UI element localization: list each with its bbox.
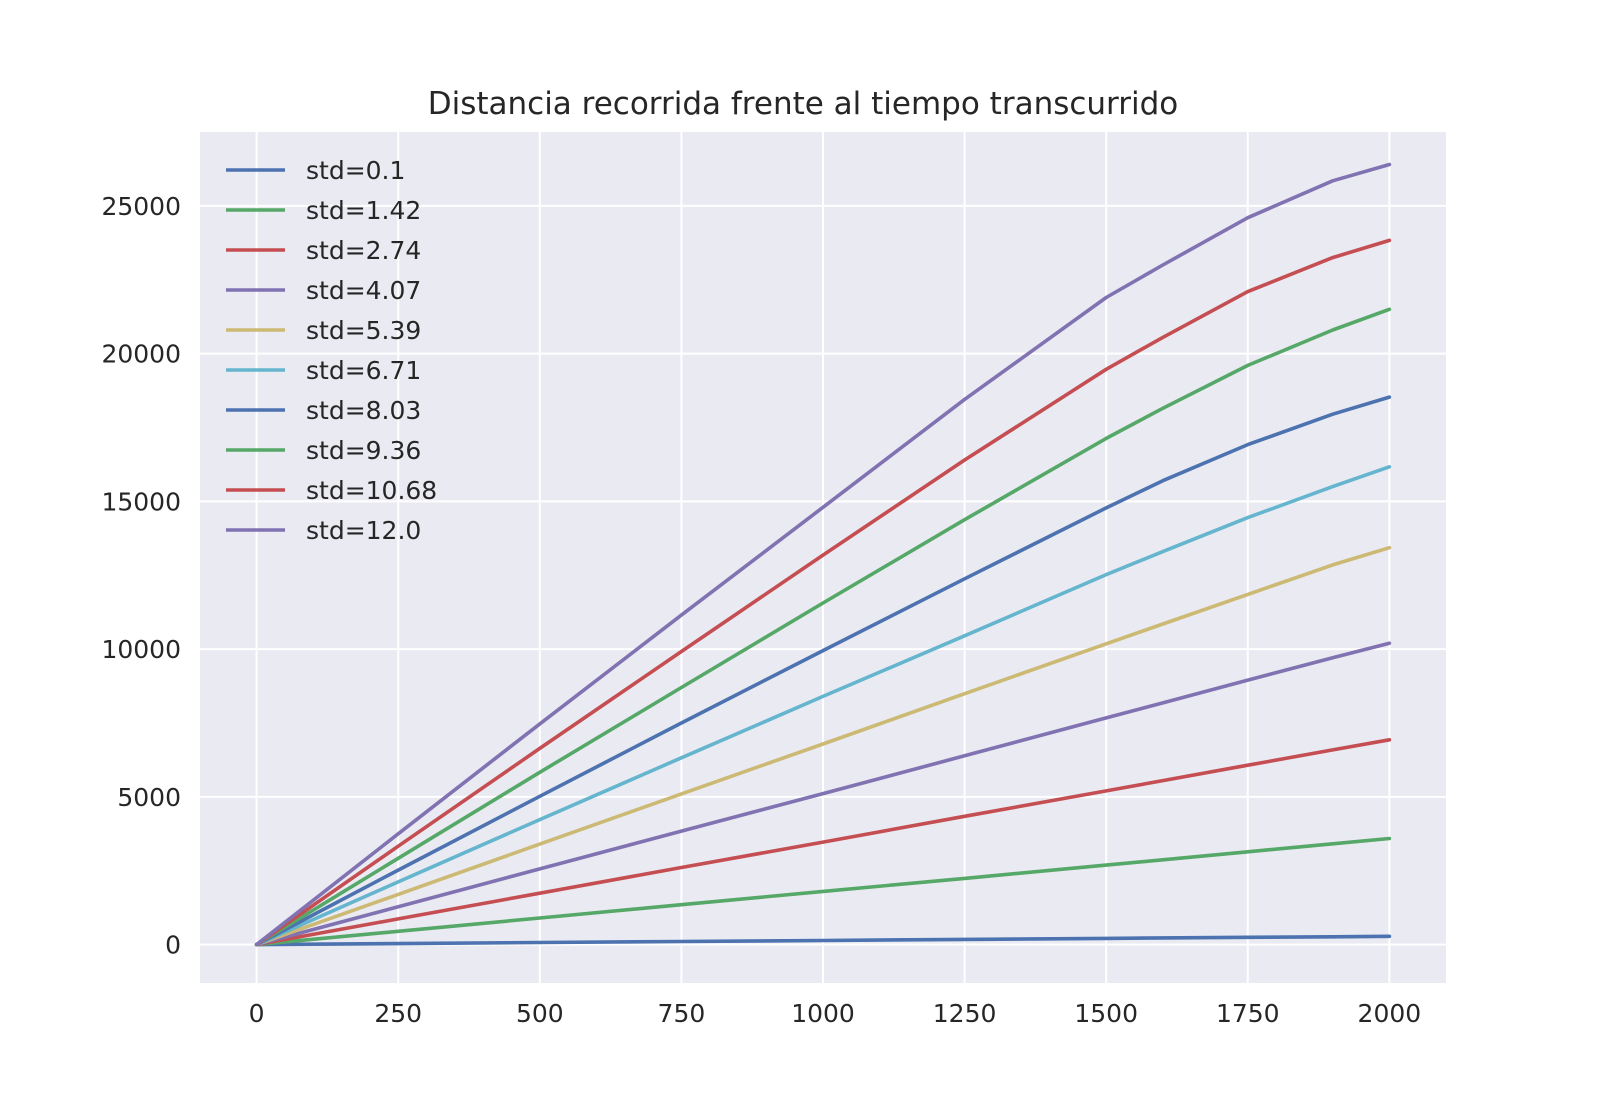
series-line <box>254 836 1392 947</box>
y-tick-label: 10000 <box>101 635 181 664</box>
series-line <box>254 934 1392 947</box>
x-tick-label: 1000 <box>791 999 855 1028</box>
y-tick-label: 5000 <box>117 783 181 812</box>
legend-label: std=5.39 <box>306 316 421 345</box>
legend-label: std=10.68 <box>306 476 437 505</box>
series-line <box>254 238 1392 947</box>
y-axis-ticks: 0 5000 10000 15000 20000 25000 <box>101 192 181 960</box>
series-line <box>254 307 1392 947</box>
x-tick-label: 500 <box>516 999 564 1028</box>
x-tick-label: 750 <box>658 999 706 1028</box>
chart-title: Distancia recorrida frente al tiempo tra… <box>428 86 1179 122</box>
x-tick-label: 250 <box>374 999 422 1028</box>
legend-label: std=8.03 <box>306 396 421 425</box>
series-line <box>254 737 1392 947</box>
series-line <box>254 464 1392 947</box>
x-axis-ticks: 0 250 500 750 1000 1250 1500 1750 2000 <box>249 999 1421 1028</box>
series-lines <box>254 162 1392 947</box>
y-tick-label: 15000 <box>101 487 181 516</box>
legend-label: std=9.36 <box>306 436 421 465</box>
y-tick-label: 20000 <box>101 340 181 369</box>
series-line <box>254 641 1392 947</box>
legend-label: std=0.1 <box>306 156 405 185</box>
y-tick-label: 0 <box>165 931 181 960</box>
x-tick-label: 1750 <box>1216 999 1280 1028</box>
x-tick-label: 2000 <box>1358 999 1422 1028</box>
legend: std=0.1 std=1.42 std=2.74 std=4.07 std=5.39 s… <box>226 156 437 545</box>
legend-label: std=6.71 <box>306 356 421 385</box>
x-tick-label: 1500 <box>1074 999 1138 1028</box>
series-line <box>254 545 1392 947</box>
legend-label: std=2.74 <box>306 236 421 265</box>
series-line <box>254 395 1392 947</box>
legend-label: std=1.42 <box>306 196 421 225</box>
x-tick-label: 0 <box>249 999 265 1028</box>
y-tick-label: 25000 <box>101 192 181 221</box>
series-line <box>254 162 1392 947</box>
legend-label: std=12.0 <box>306 516 421 545</box>
legend-label: std=4.07 <box>306 276 421 305</box>
x-tick-label: 1250 <box>933 999 997 1028</box>
